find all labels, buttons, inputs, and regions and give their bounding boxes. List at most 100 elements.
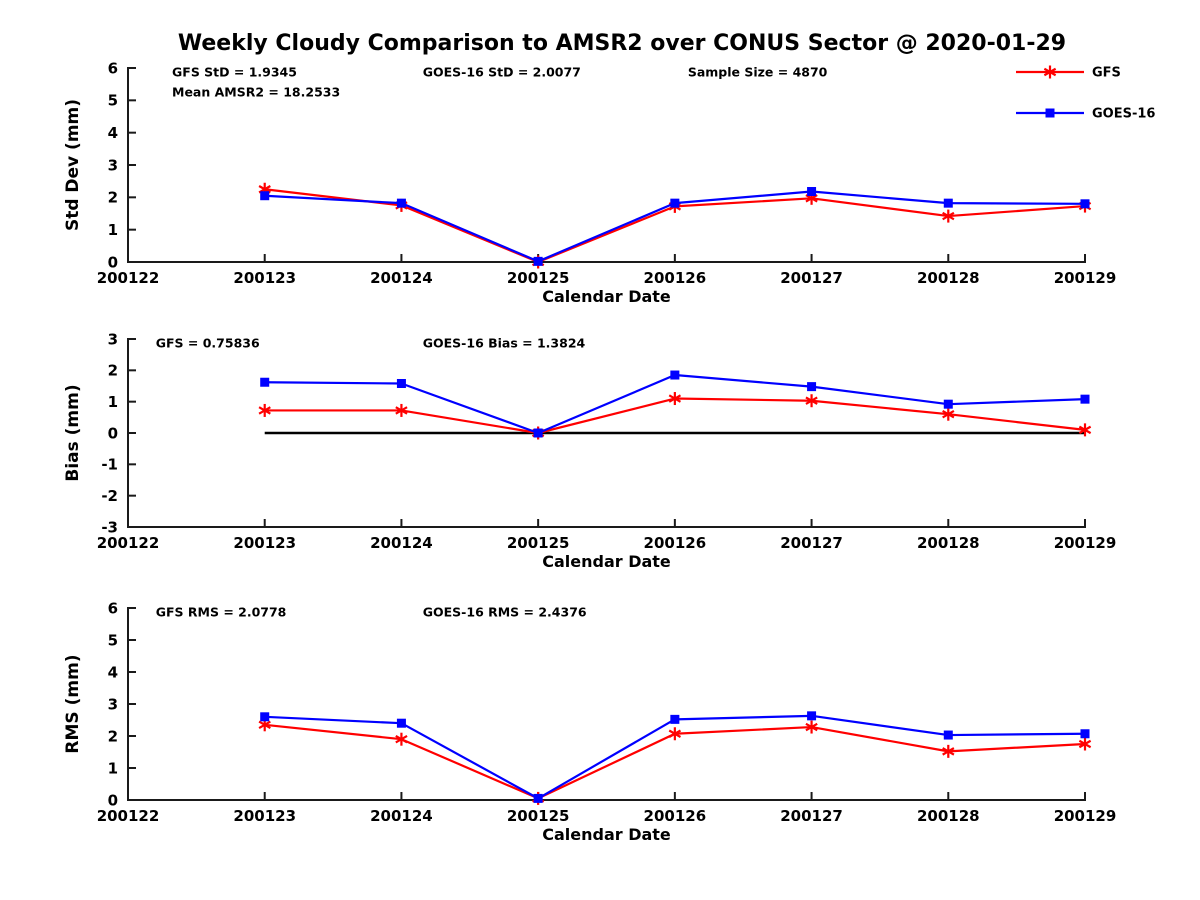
y-tick-label: 2 [108,362,118,380]
axes [127,338,1086,528]
square-marker [1045,108,1055,118]
x-axis-label: Calendar Date [542,287,671,306]
x-tick-label: 200122 [97,534,160,552]
square-marker [1080,729,1090,739]
square-marker [260,377,270,387]
annotation: Sample Size = 4870 [688,64,828,79]
square-marker [943,399,953,409]
x-tick-label: 200126 [644,534,707,552]
square-marker [807,187,817,197]
asterisk-marker [805,394,818,408]
x-tick-label: 200124 [370,807,433,825]
x-tick-label: 200123 [233,534,296,552]
series-gfs [258,392,1092,440]
annotation: GOES-16 Bias = 1.3824 [423,335,586,350]
axes [127,67,1086,263]
y-tick-label: 3 [108,330,118,348]
x-tick-label: 200126 [644,807,707,825]
y-tick-label: -1 [101,456,118,474]
square-marker [1080,394,1090,404]
y-tick-label: 5 [108,92,118,110]
y-tick-label: 0 [108,791,118,809]
square-marker [396,718,406,728]
x-tick-label: 200127 [780,269,843,287]
x-tick-label: 200124 [370,269,433,287]
square-marker [396,198,406,208]
square-marker [670,370,680,380]
legend: GFS GOES-16 [1016,65,1155,122]
y-tick-label: 3 [108,156,118,174]
y-tick-label: 2 [108,727,118,745]
square-marker [807,711,817,721]
y-tick-label: 4 [108,124,118,142]
series-gfs [258,718,1092,805]
subplot-1: -3 -2 -1 0 1 2 3 200122 200123 200124 200125 200126… [63,330,1116,571]
x-axis-label: Calendar Date [542,552,671,571]
x-tick-label: 200122 [97,269,160,287]
asterisk-marker [668,392,682,406]
y-tick-label: 2 [108,189,118,207]
square-marker [1080,199,1090,209]
annotation: GFS = 0.75836 [156,335,260,350]
square-marker [260,191,270,201]
series-goes-16 [260,370,1090,438]
subplot-0: 0 1 2 3 4 5 6 200122 200123 200124 200125 200126 200… [63,59,1155,306]
x-tick-label: 200122 [97,807,160,825]
y-tick-label: 5 [108,631,118,649]
square-marker [670,714,680,724]
y-tick-label: 0 [108,253,118,271]
y-tick-label: -2 [101,487,118,505]
asterisk-marker [942,744,955,758]
y-tick-label: 1 [108,759,118,777]
y-tick-label: 1 [108,393,118,411]
y-tick-label: 6 [108,599,118,617]
asterisk-marker [1043,65,1057,79]
x-tick-label: 200129 [1054,534,1117,552]
x-tick-label: 200127 [780,534,843,552]
annotation: GOES-16 RMS = 2.4376 [423,604,587,619]
asterisk-marker [805,720,818,734]
asterisk-marker [942,209,955,223]
chart-title: Weekly Cloudy Comparison to AMSR2 over C… [177,31,1067,56]
square-marker [943,730,953,740]
x-tick-label: 200128 [917,534,980,552]
square-marker [807,382,817,392]
annotation: GOES-16 StD = 2.0077 [423,64,581,79]
legend-label: GFS [1092,66,1121,81]
y-axis-label: RMS (mm) [63,654,83,753]
asterisk-marker [395,732,408,746]
annotation: Mean AMSR2 = 18.2533 [172,84,340,99]
asterisk-marker [395,403,408,417]
square-marker [396,378,406,388]
x-tick-label: 200126 [644,269,707,287]
square-marker [533,256,543,266]
square-marker [533,793,543,803]
series-goes-16 [260,711,1090,803]
y-tick-label: 0 [108,424,118,442]
y-tick-label: 1 [108,221,118,239]
x-tick-label: 200124 [370,534,433,552]
square-marker [943,198,953,208]
axes [127,607,1086,801]
y-tick-label: 3 [108,695,118,713]
asterisk-marker [942,407,955,421]
x-tick-label: 200123 [233,269,296,287]
y-tick-label: 6 [108,59,118,77]
x-tick-label: 200125 [507,269,570,287]
asterisk-marker [668,727,682,741]
annotation: GFS StD = 1.9345 [172,64,297,79]
series-goes-16 [260,187,1090,266]
y-axis-label: Bias (mm) [63,384,83,481]
x-tick-label: 200127 [780,807,843,825]
x-tick-label: 200123 [233,807,296,825]
x-tick-label: 200129 [1054,807,1117,825]
y-axis-label: Std Dev (mm) [63,99,83,231]
x-tick-label: 200125 [507,807,570,825]
square-marker [533,428,543,438]
asterisk-marker [1078,737,1092,751]
annotation: GFS RMS = 2.0778 [156,604,287,619]
x-tick-label: 200128 [917,269,980,287]
x-tick-label: 200129 [1054,269,1117,287]
